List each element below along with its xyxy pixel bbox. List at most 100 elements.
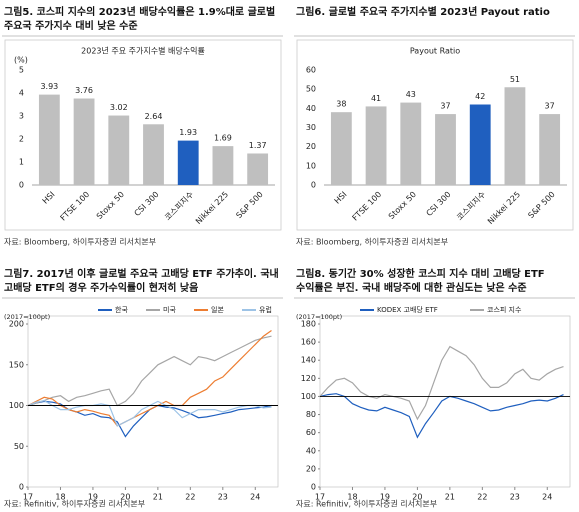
panel: 그림7. 2017년 이후 글로벌 주요국 고배당 ETF 주가추이. 국내고배… [2,267,283,509]
value-label: 43 [406,90,416,99]
source: 자료: Refinitiv, 하이투자증권 리서치본부 [4,499,145,509]
bar [212,146,234,185]
y-tick-label: 120 [301,374,316,383]
bar [247,153,269,185]
x-tick-label: 19 [88,493,98,502]
subtitle: Payout Ratio [410,47,460,56]
y-tick-label: 180 [301,320,316,329]
legend-label: 미국 [163,305,176,314]
x-tick-label: FTSE 100 [59,190,92,223]
x-tick-label: 22 [185,493,195,502]
frame [27,315,279,488]
y-tick-label: 100 [301,392,316,401]
y-unit: (2017=100pt) [4,313,50,321]
y-tick-label: 80 [306,410,316,419]
y-tick-label: 3 [19,112,24,121]
y-tick-label: 5 [19,66,24,75]
subtitle: 2023년 주요 주가지수별 배당수익률 [81,46,205,56]
series-line [27,400,272,438]
panel-title: 수익률은 부진. 국내 배당주에 대한 관심도는 낮은 수준 [296,281,527,294]
x-tick-label: 22 [477,493,487,502]
x-tick-label: HSI [333,190,349,206]
x-tick-label: Stoxx 50 [95,190,126,221]
value-label: 3.76 [75,86,93,95]
bar [108,115,130,185]
value-label: 42 [475,92,485,101]
series-line [319,345,564,421]
panel-title: 주요국 주가지수 대비 낮은 수준 [4,19,138,32]
y-tick-label: 100 [9,401,24,410]
x-tick-label: 21 [445,493,455,502]
x-tick-label: 23 [218,493,228,502]
y-tick-label: 2 [19,135,24,144]
frame [4,39,282,231]
x-tick-label: S&P 500 [526,190,556,220]
value-label: 1.93 [179,128,197,137]
x-tick-label: 24 [250,493,260,502]
value-label: 37 [440,102,450,111]
y-tick-label: 200 [9,320,24,329]
frame [319,315,571,488]
x-tick-label: 23 [510,493,520,502]
bar [38,94,60,185]
value-label: 3.02 [110,103,128,112]
x-tick-label: Nikkei 225 [486,190,522,226]
panel-title: 그림7. 2017년 이후 글로벌 주요국 고배당 ETF 주가추이. 국내 [4,267,279,280]
y-tick-label: 60 [306,428,316,437]
y-tick-label: 50 [306,85,316,94]
x-tick-label: S&P 500 [234,190,264,220]
panel: 그림5. 코스피 지수의 2023년 배당수익률은 1.9%대로 글로벌주요국 … [2,5,283,247]
y-tick-label: 40 [306,446,316,455]
x-tick-label: CSI 300 [425,190,453,218]
source: 자료: Refinitiv, 하이투자증권 리서치본부 [296,499,437,509]
y-tick-label: 0 [311,483,316,492]
bar [539,114,561,185]
y-tick-label: 150 [9,360,24,369]
x-tick-label: 코스피지수 [455,190,487,222]
y-tick-label: 1 [19,158,24,167]
x-tick-label: FTSE 100 [351,190,384,223]
y-tick-label: 0 [19,181,24,190]
value-label: 51 [510,75,520,84]
bar [400,102,422,185]
series-line [27,399,272,427]
bar [435,114,456,185]
y-tick-label: 0 [311,181,316,190]
x-tick-label: Stoxx 50 [387,190,418,221]
y-unit: (2017=100pt) [296,313,342,321]
series-line [27,330,272,427]
y-tick-label: 60 [306,66,316,75]
y-tick-label: 50 [14,442,24,451]
x-tick-label: Nikkei 225 [194,190,230,226]
y-tick-label: 0 [19,483,24,492]
panel-title: 그림8. 동기간 30% 성장한 코스피 지수 대비 고배당 ETF [296,267,545,280]
source: 자료: Bloomberg, 하이투자증권 리서치본부 [296,237,448,247]
value-label: 3.93 [40,82,58,91]
x-tick-label: 17 [315,493,325,502]
legend-label: 일본 [211,305,224,314]
bar [177,140,199,185]
frame [296,39,574,231]
y-tick-label: 10 [306,161,316,170]
series-line [27,335,272,407]
bar [504,87,526,185]
bar [365,106,387,185]
source: 자료: Bloomberg, 하이투자증권 리서치본부 [4,237,156,247]
x-tick-label: 21 [153,493,163,502]
value-label: 2.64 [145,112,163,121]
x-tick-label: CSI 300 [133,190,161,218]
panel-title: 그림6. 글로벌 주요국 주가지수별 2023년 Payout ratio [296,5,550,18]
y-tick-label: 20 [306,464,316,473]
legend-label: 유럽 [259,305,272,314]
y-tick-label: 4 [19,89,24,98]
x-tick-label: HSI [41,190,57,206]
x-tick-label: 20 [120,493,130,502]
value-label: 37 [545,102,555,111]
value-label: 1.69 [214,134,232,143]
value-label: 1.37 [249,141,267,150]
x-tick-label: 20 [412,493,422,502]
x-tick-label: 19 [380,493,390,502]
legend-label: KODEX 고배당 ETF [377,305,438,314]
bar [469,104,491,185]
